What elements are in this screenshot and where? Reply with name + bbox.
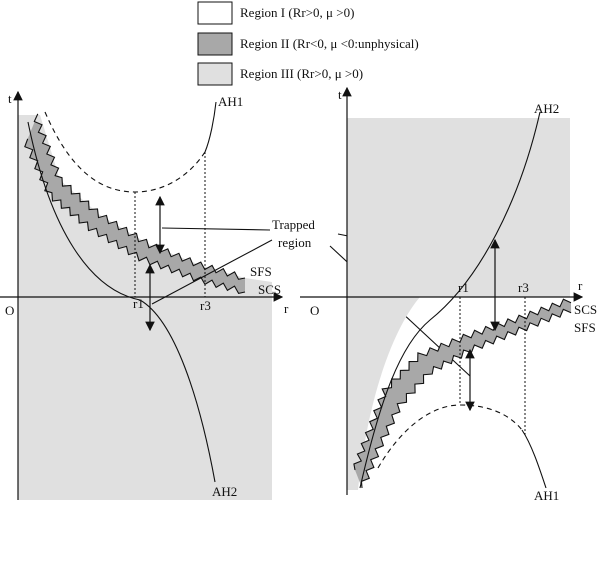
- curve-label: AH2: [534, 101, 559, 116]
- ah1-curve: [377, 404, 523, 469]
- origin-label: O: [310, 303, 319, 318]
- legend-swatch: [197, 1, 233, 25]
- ah2-curve: [359, 111, 541, 489]
- trapped-label: region: [278, 235, 312, 250]
- curve-label: AH1: [534, 488, 559, 503]
- scs-curve: [24, 138, 246, 295]
- axis-label: t: [8, 91, 12, 106]
- radius-label: r3: [518, 280, 529, 295]
- region-three: [347, 118, 570, 297]
- region-three: [347, 297, 420, 490]
- trapped-label: Trapped: [272, 217, 315, 232]
- curve-label: SFS: [250, 264, 272, 279]
- legend-label: Region I (Rr>0, μ >0): [240, 5, 354, 20]
- curve-label: AH2: [212, 484, 237, 499]
- legend-swatch: [197, 32, 233, 56]
- left-panel: t r O AH1 AH2 SFS SCS r1 r3: [0, 90, 289, 500]
- legend-label: Region III (Rr>0, μ >0): [240, 66, 363, 81]
- pointer-line: [151, 239, 273, 305]
- ah1-curve: [521, 429, 547, 489]
- scs-curve: [353, 298, 572, 471]
- origin-label: O: [5, 303, 14, 318]
- ah1-curve: [44, 111, 206, 193]
- pointer-line: [161, 227, 271, 231]
- sfs-curve: [360, 308, 572, 489]
- right-panel: t r O AH2 AH1 SCS SFS r1 r3: [300, 86, 597, 503]
- axis-label: t: [338, 87, 342, 102]
- curve-label: AH1: [218, 94, 243, 109]
- legend-label: Region II (Rr<0, μ <0:unphysical): [240, 36, 419, 51]
- ah2-curve: [27, 121, 216, 483]
- ah1-curve: [204, 101, 217, 153]
- legend-swatch: [197, 62, 233, 86]
- axis-label: r: [578, 278, 583, 293]
- radius-label: r3: [200, 298, 211, 313]
- curve-label: SCS: [574, 302, 597, 317]
- axis-label: r: [284, 301, 289, 316]
- region-two: [24, 113, 245, 294]
- curve-label: SCS: [258, 282, 281, 297]
- curve-label: SFS: [574, 320, 596, 335]
- radius-label: r1: [458, 280, 469, 295]
- radius-label: r1: [133, 296, 144, 311]
- sfs-curve: [33, 113, 246, 280]
